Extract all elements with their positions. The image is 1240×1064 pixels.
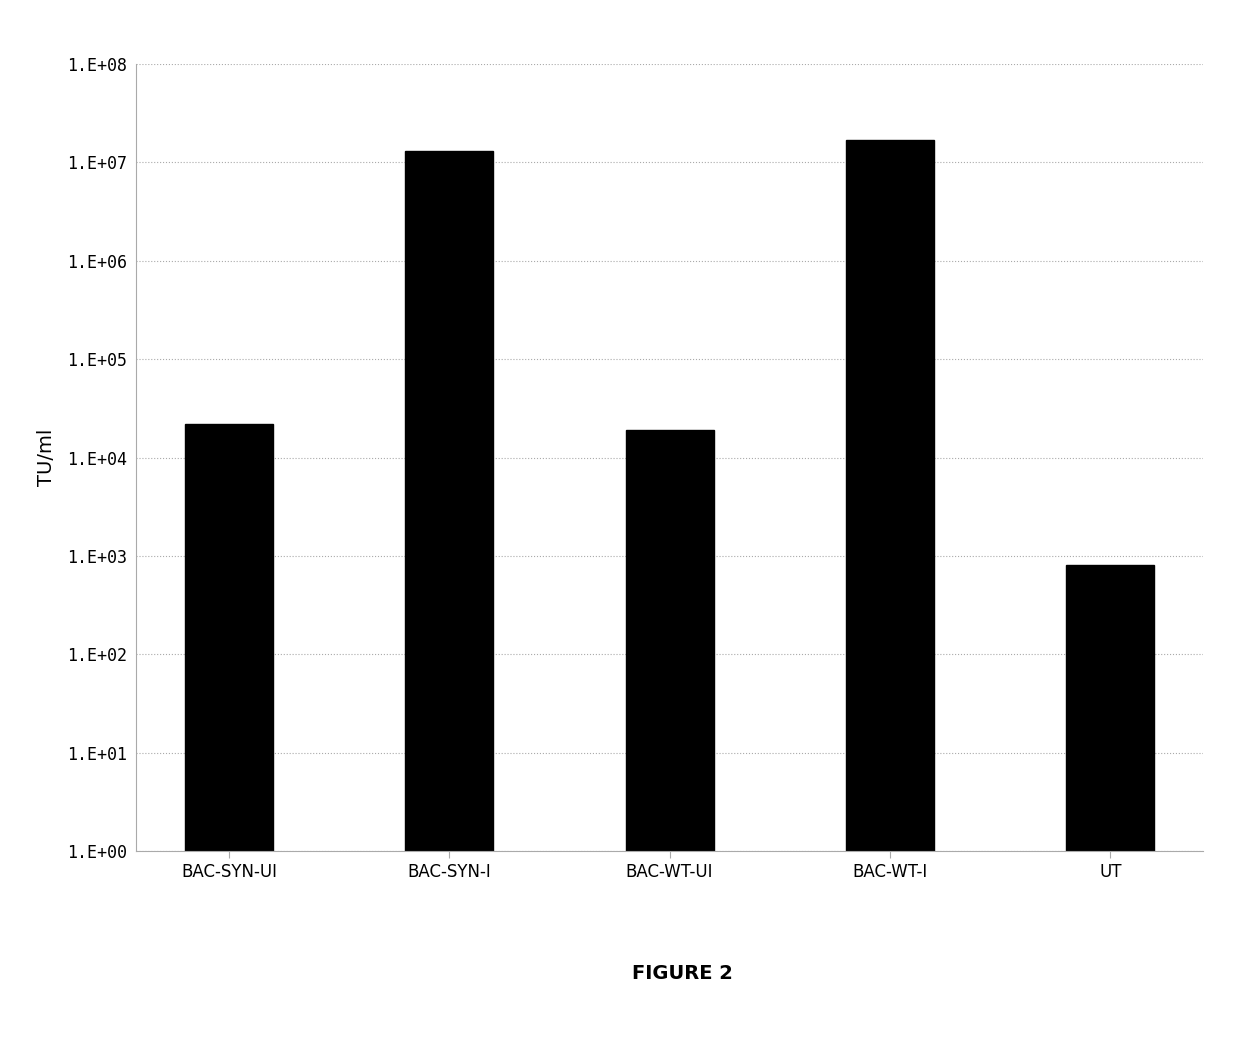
Bar <box>846 139 934 1064</box>
Y-axis label: TU/ml: TU/ml <box>36 429 56 486</box>
Bar <box>405 151 494 1064</box>
Bar <box>625 430 714 1064</box>
Text: FIGURE 2: FIGURE 2 <box>631 964 733 983</box>
Bar <box>1066 565 1154 1064</box>
Bar <box>185 423 273 1064</box>
